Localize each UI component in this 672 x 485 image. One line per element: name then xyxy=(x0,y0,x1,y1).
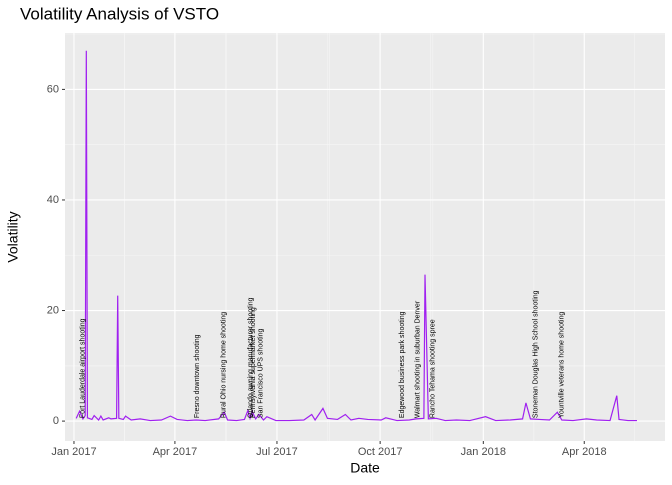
x-tick-label: Jan 2017 xyxy=(51,446,96,458)
y-axis-title: Volatility xyxy=(5,211,21,262)
y-tick-label: 40 xyxy=(47,194,59,206)
event-annotation: Rancho Tehama shooting spree xyxy=(429,319,436,418)
y-tick-label: 20 xyxy=(47,304,59,316)
x-axis-title: Date xyxy=(350,460,380,476)
event-annotation: Edgewood business park shooting xyxy=(399,311,406,418)
event-annotation: Fresno downtown shooting xyxy=(194,334,201,418)
grid xyxy=(65,33,665,441)
event-annotation: Rural Ohio nursing home shooting xyxy=(221,312,228,418)
y-tick-label: 0 xyxy=(53,415,59,427)
event-annotation: Pennsylvania supermarket shooting xyxy=(250,307,257,418)
event-annotation: San Francisco UPS shooting xyxy=(258,329,265,419)
event-annotation: Yountville veterans home shooting xyxy=(558,312,565,418)
x-tick-label: Apr 2017 xyxy=(153,446,198,458)
plot: Fort Lauderdale airport shooting Fresno d… xyxy=(75,50,637,422)
event-annotation: Stoneman Douglas High School shooting xyxy=(533,290,540,418)
volatility-line xyxy=(75,50,637,422)
chart-title: Volatility Analysis of VSTO xyxy=(20,4,219,23)
event-annotation: Fort Lauderdale airport shooting xyxy=(79,318,86,418)
event-annotation: Walmart shooting in suburban Denver xyxy=(415,300,422,418)
y-tick-label: 60 xyxy=(47,83,59,95)
x-tick-label: Jan 2018 xyxy=(461,446,506,458)
event-annotation: Orlando awning manufacturer shooting xyxy=(248,297,255,418)
x-tick-label: Oct 2017 xyxy=(358,446,403,458)
x-tick-label: Jul 2017 xyxy=(256,446,298,458)
x-tick-label: Apr 2018 xyxy=(562,446,607,458)
panel xyxy=(65,33,665,441)
